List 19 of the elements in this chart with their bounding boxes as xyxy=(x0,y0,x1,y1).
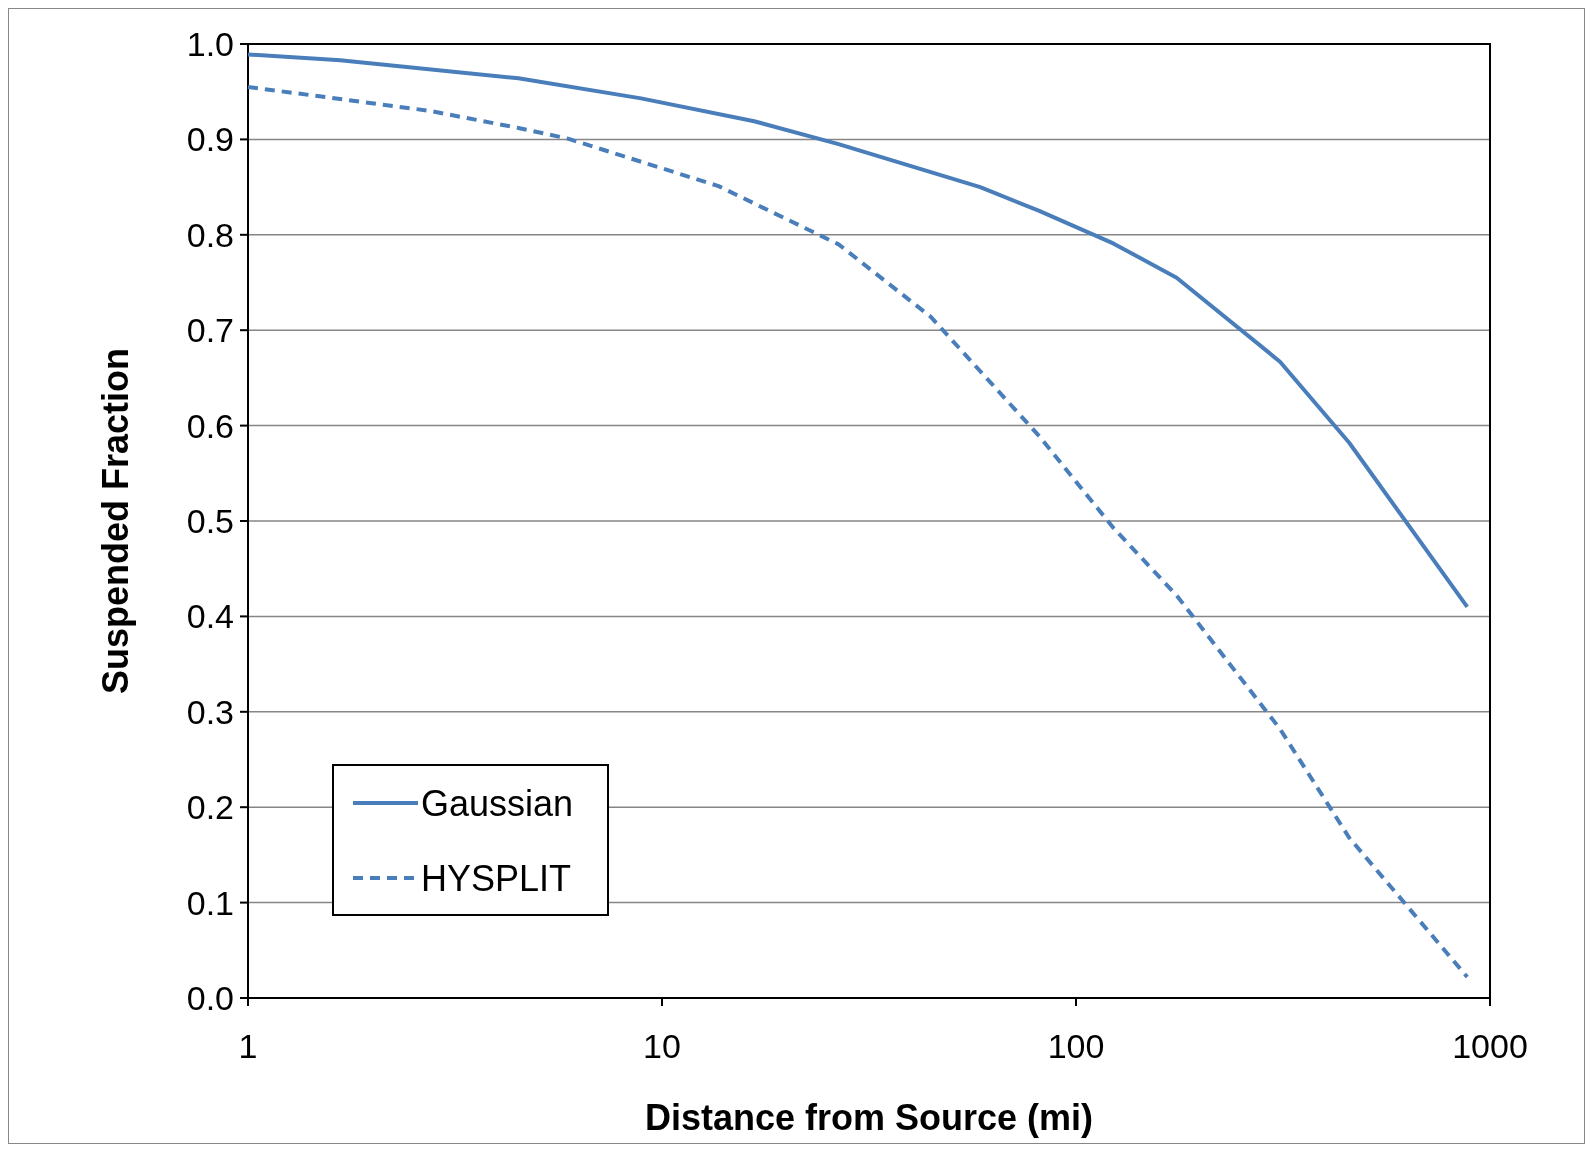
y-tick-label: 0.3 xyxy=(186,692,234,731)
y-tick-label: 1.0 xyxy=(186,24,234,63)
y-tick-label: 0.1 xyxy=(186,883,234,922)
y-tick-label: 0.8 xyxy=(186,215,234,254)
y-axis-title: Suspended Fraction xyxy=(95,347,136,695)
y-tick-label: 0.7 xyxy=(186,311,234,350)
x-tick-label: 1 xyxy=(238,1027,258,1065)
x-tick-label: 100 xyxy=(1047,1027,1105,1065)
y-tick-label: 0.5 xyxy=(186,501,234,540)
legend-label: HYSPLIT xyxy=(421,857,572,899)
y-tick-label: 0.0 xyxy=(186,978,234,1017)
x-tick-label: 1000 xyxy=(1452,1027,1528,1065)
x-axis-title: Distance from Source (mi) xyxy=(644,1097,1094,1138)
legend-label: Gaussian xyxy=(421,782,574,824)
x-tick-label: 10 xyxy=(643,1027,681,1065)
y-tick-label: 0.4 xyxy=(186,597,234,636)
y-tick-label: 0.9 xyxy=(186,120,234,159)
y-tick-label: 0.6 xyxy=(186,406,234,445)
y-tick-label: 0.2 xyxy=(186,788,234,827)
